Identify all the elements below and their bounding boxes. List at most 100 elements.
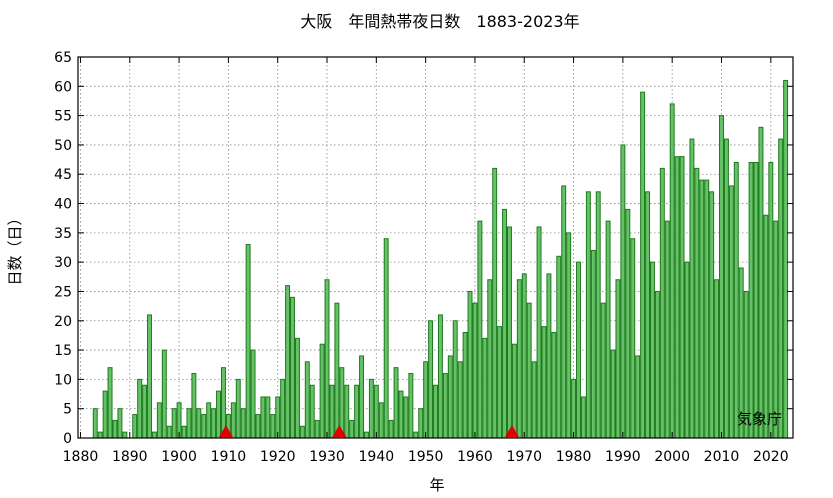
bar-1914 (245, 244, 251, 439)
bar-1923 (290, 296, 295, 439)
bar-1937 (359, 355, 365, 439)
bar-1993 (635, 355, 641, 439)
plot-frame (77, 56, 794, 439)
bar-1952 (433, 384, 438, 439)
bar-1955 (447, 355, 453, 439)
bar-2007 (704, 179, 710, 439)
x-axis-label: 年 (429, 476, 444, 494)
bar-1999 (664, 220, 670, 439)
bar-1988 (610, 349, 616, 439)
bar-1917 (260, 396, 266, 439)
bar-2009 (714, 279, 720, 439)
bar-1946 (403, 396, 409, 439)
bar-1978 (561, 185, 567, 439)
bar-1989 (615, 279, 621, 439)
bar-1969 (516, 279, 522, 439)
bar-1886 (107, 367, 113, 439)
x-tick-label: 1900 (161, 449, 197, 465)
bar-1964 (492, 167, 498, 439)
bar-1897 (161, 349, 167, 439)
bar-2001 (674, 156, 680, 439)
bar-1919 (270, 414, 276, 439)
y-tick-label: 10 (54, 372, 72, 388)
bar-2010 (719, 115, 724, 439)
markers (218, 425, 519, 437)
y-tick-label: 60 (54, 79, 72, 95)
bar-1884 (97, 431, 103, 439)
x-tick-label: 2010 (704, 449, 740, 465)
bar-2008 (709, 191, 715, 439)
x-tick-label: 1880 (63, 449, 99, 465)
bar-1985 (595, 191, 601, 439)
bar-1962 (482, 337, 488, 439)
y-tick-label: 55 (54, 109, 72, 125)
bar-1928 (314, 419, 320, 439)
x-tick-label: 2000 (654, 449, 690, 465)
x-tick-label: 1920 (260, 449, 296, 465)
y-axis-label: 日数（日） (6, 210, 24, 285)
bar-1906 (206, 402, 212, 439)
bar-1968 (511, 343, 517, 439)
bar-1940 (373, 384, 379, 439)
bar-1893 (142, 384, 148, 439)
y-tick-label: 65 (54, 50, 72, 66)
bar-1983 (585, 191, 591, 439)
bar-1902 (186, 408, 192, 439)
bar-2004 (689, 138, 695, 439)
bar-1994 (640, 91, 646, 439)
credit-label: 気象庁 (737, 410, 782, 428)
bar-1915 (250, 349, 256, 439)
bar-1901 (181, 425, 187, 439)
bar-1947 (408, 373, 414, 439)
bar-1948 (413, 431, 419, 439)
bar-1958 (462, 331, 468, 439)
bar-1984 (590, 249, 596, 439)
bar-1916 (255, 414, 261, 439)
y-tick-label: 25 (54, 284, 72, 300)
y-tick-label: 35 (54, 226, 72, 242)
bar-1889 (122, 431, 128, 439)
bar-1896 (156, 402, 162, 439)
chart-title: 大阪 年間熱帯夜日数 1883-2023年 (300, 12, 579, 31)
bar-1991 (625, 208, 631, 439)
bar-1926 (304, 361, 310, 439)
x-tick-label: 1910 (211, 449, 247, 465)
bar-2019 (763, 214, 769, 439)
bar-2011 (723, 138, 729, 439)
bar-1954 (442, 373, 448, 439)
bar-2005 (694, 167, 700, 439)
bar-1920 (275, 396, 281, 439)
x-tick-label: 1980 (556, 449, 592, 465)
bar-2017 (753, 162, 759, 439)
y-tick-label: 45 (54, 167, 72, 183)
bar-1903 (191, 373, 197, 439)
bar-1963 (487, 279, 493, 439)
bar-2002 (679, 156, 685, 439)
x-tick-label: 1990 (605, 449, 641, 465)
x-axis-ticks: 1880 1890 1900 1910 1920 1930 1940 1950 1960 1970… (63, 57, 789, 465)
x-tick-label: 1890 (112, 449, 148, 465)
y-tick-label: 15 (54, 343, 72, 359)
bar-1971 (526, 302, 532, 439)
bar-1934 (344, 384, 350, 439)
bar-2012 (728, 185, 734, 439)
bar-2013 (733, 162, 739, 439)
bar-1930 (324, 279, 330, 439)
bar-2020 (768, 162, 774, 439)
bar-1997 (654, 290, 660, 439)
bar-1918 (265, 396, 271, 439)
y-axis-ticks: 0 5 10 15 20 25 30 35 40 45 50 55 60 65 (54, 50, 793, 447)
bar-1913 (240, 408, 246, 439)
bar-1888 (117, 408, 123, 439)
bar-1981 (576, 261, 581, 439)
bar-1973 (536, 226, 542, 439)
bar-1942 (383, 238, 389, 439)
bar-1932 (334, 302, 340, 439)
bar-1965 (497, 326, 503, 439)
bar-1986 (600, 302, 606, 439)
bar-1936 (354, 384, 360, 439)
bars (92, 79, 789, 439)
bar-1939 (368, 378, 374, 439)
bar-1944 (393, 367, 399, 439)
bar-1950 (423, 361, 429, 439)
